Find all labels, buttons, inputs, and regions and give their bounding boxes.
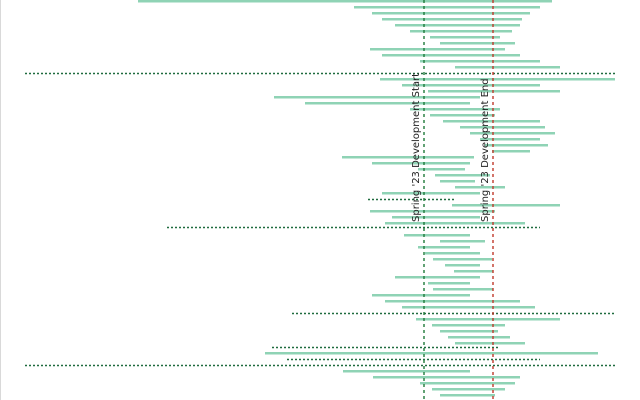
range-bar (435, 174, 490, 177)
range-bar (370, 48, 505, 51)
range-bar (274, 96, 480, 99)
range-bar (485, 144, 548, 147)
range-bar (305, 102, 470, 105)
range-bar (430, 114, 495, 117)
range-bar (452, 204, 560, 207)
range-bar (470, 132, 555, 135)
range-bar (440, 42, 515, 45)
range-bar (430, 36, 500, 39)
range-bar (428, 90, 560, 93)
range-bar (432, 324, 505, 327)
range-bar (440, 394, 495, 397)
range-bar (425, 252, 480, 255)
range-bar (382, 192, 480, 195)
range-bar (138, 0, 552, 3)
range-bar (440, 330, 498, 333)
range-bar (433, 258, 492, 261)
range-bar (265, 352, 598, 355)
range-bar (420, 382, 515, 385)
range-bar (372, 162, 470, 165)
range-bar (410, 108, 500, 111)
range-bar (448, 336, 510, 339)
range-bar (380, 78, 615, 81)
range-bar (432, 388, 505, 391)
range-bar (370, 210, 495, 213)
range-bar (455, 186, 505, 189)
range-bar (433, 288, 493, 291)
range-bar (395, 276, 480, 279)
range-bar (402, 306, 535, 309)
end-marker-label: Spring '23 Development End (480, 78, 491, 222)
range-bar (420, 60, 540, 63)
range-bar (404, 234, 470, 237)
range-bar (443, 120, 540, 123)
range-bar (342, 156, 474, 159)
bars-layer (25, 0, 615, 397)
markers-layer: Spring '23 Development Start Spring '23 D… (411, 0, 494, 400)
range-bar (372, 294, 470, 297)
range-bar (492, 150, 530, 153)
range-bar (372, 12, 530, 15)
range-bar (428, 282, 470, 285)
range-bar (440, 240, 485, 243)
start-marker-label: Spring '23 Development Start (411, 73, 422, 222)
range-bar (416, 318, 560, 321)
range-bar (455, 66, 560, 69)
range-bar (354, 6, 540, 9)
range-bar (382, 54, 520, 57)
range-bar (410, 30, 512, 33)
range-bar (454, 270, 493, 273)
range-bar (392, 216, 480, 219)
range-bar (373, 376, 520, 379)
range-bar (418, 168, 465, 171)
range-bar (343, 370, 470, 373)
range-bar (440, 180, 475, 183)
range-bar (480, 138, 540, 141)
range-bar (382, 18, 522, 21)
range-bar (402, 84, 540, 87)
range-bar (445, 264, 480, 267)
range-bar (418, 246, 470, 249)
range-bar (455, 342, 525, 345)
range-bar (385, 222, 525, 225)
range-bar (460, 126, 545, 129)
range-bar (385, 300, 520, 303)
range-bar (395, 24, 520, 27)
